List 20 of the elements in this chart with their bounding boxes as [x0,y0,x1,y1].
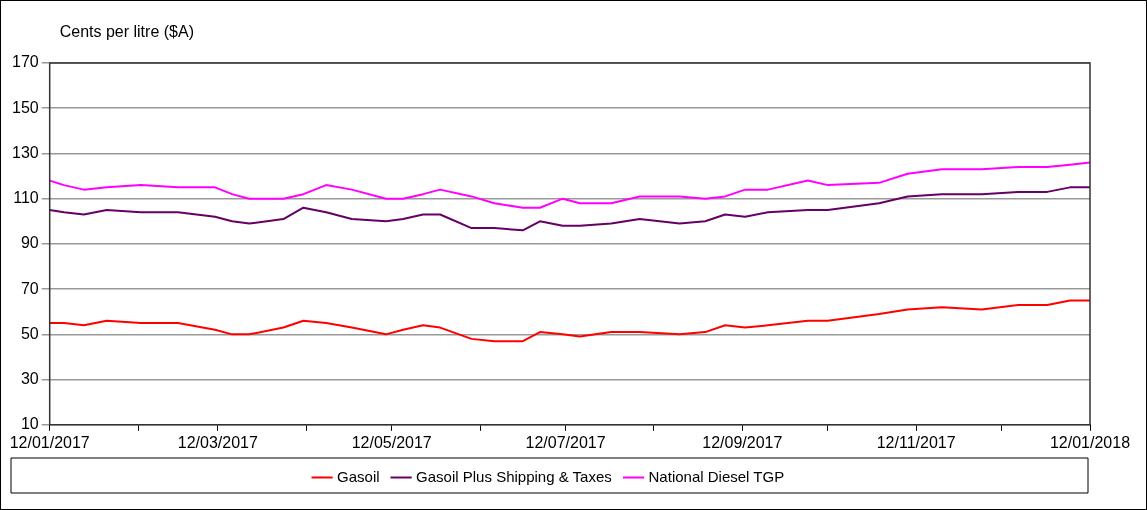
legend-label: Gasoil Plus Shipping & Taxes [416,467,612,485]
y-tick-label: 110 [13,189,39,207]
y-tick-label: 150 [11,98,39,116]
y-tick-label: 30 [20,369,39,387]
x-tick-label: 12/07/2017 [525,433,606,451]
y-tick-label: 10 [20,415,39,433]
x-tick-label: 12/03/2017 [177,433,258,451]
x-tick-label: 12/11/2017 [876,433,956,451]
y-tick-label: 130 [11,143,39,161]
legend-label: Gasoil [337,467,380,485]
y-tick-label: 70 [20,279,39,297]
y-axis-title: Cents per litre ($A) [59,23,194,41]
x-tick-label: 12/01/2018 [1049,433,1131,451]
legend-label: National Diesel TGP [648,467,785,485]
y-tick-label: 50 [20,324,39,342]
x-tick-label: 12/01/2017 [9,433,90,451]
x-tick-label: 12/05/2017 [351,433,432,451]
y-tick-label: 170 [11,53,39,71]
x-tick-label: 12/09/2017 [702,433,783,451]
y-tick-label: 90 [20,234,39,252]
